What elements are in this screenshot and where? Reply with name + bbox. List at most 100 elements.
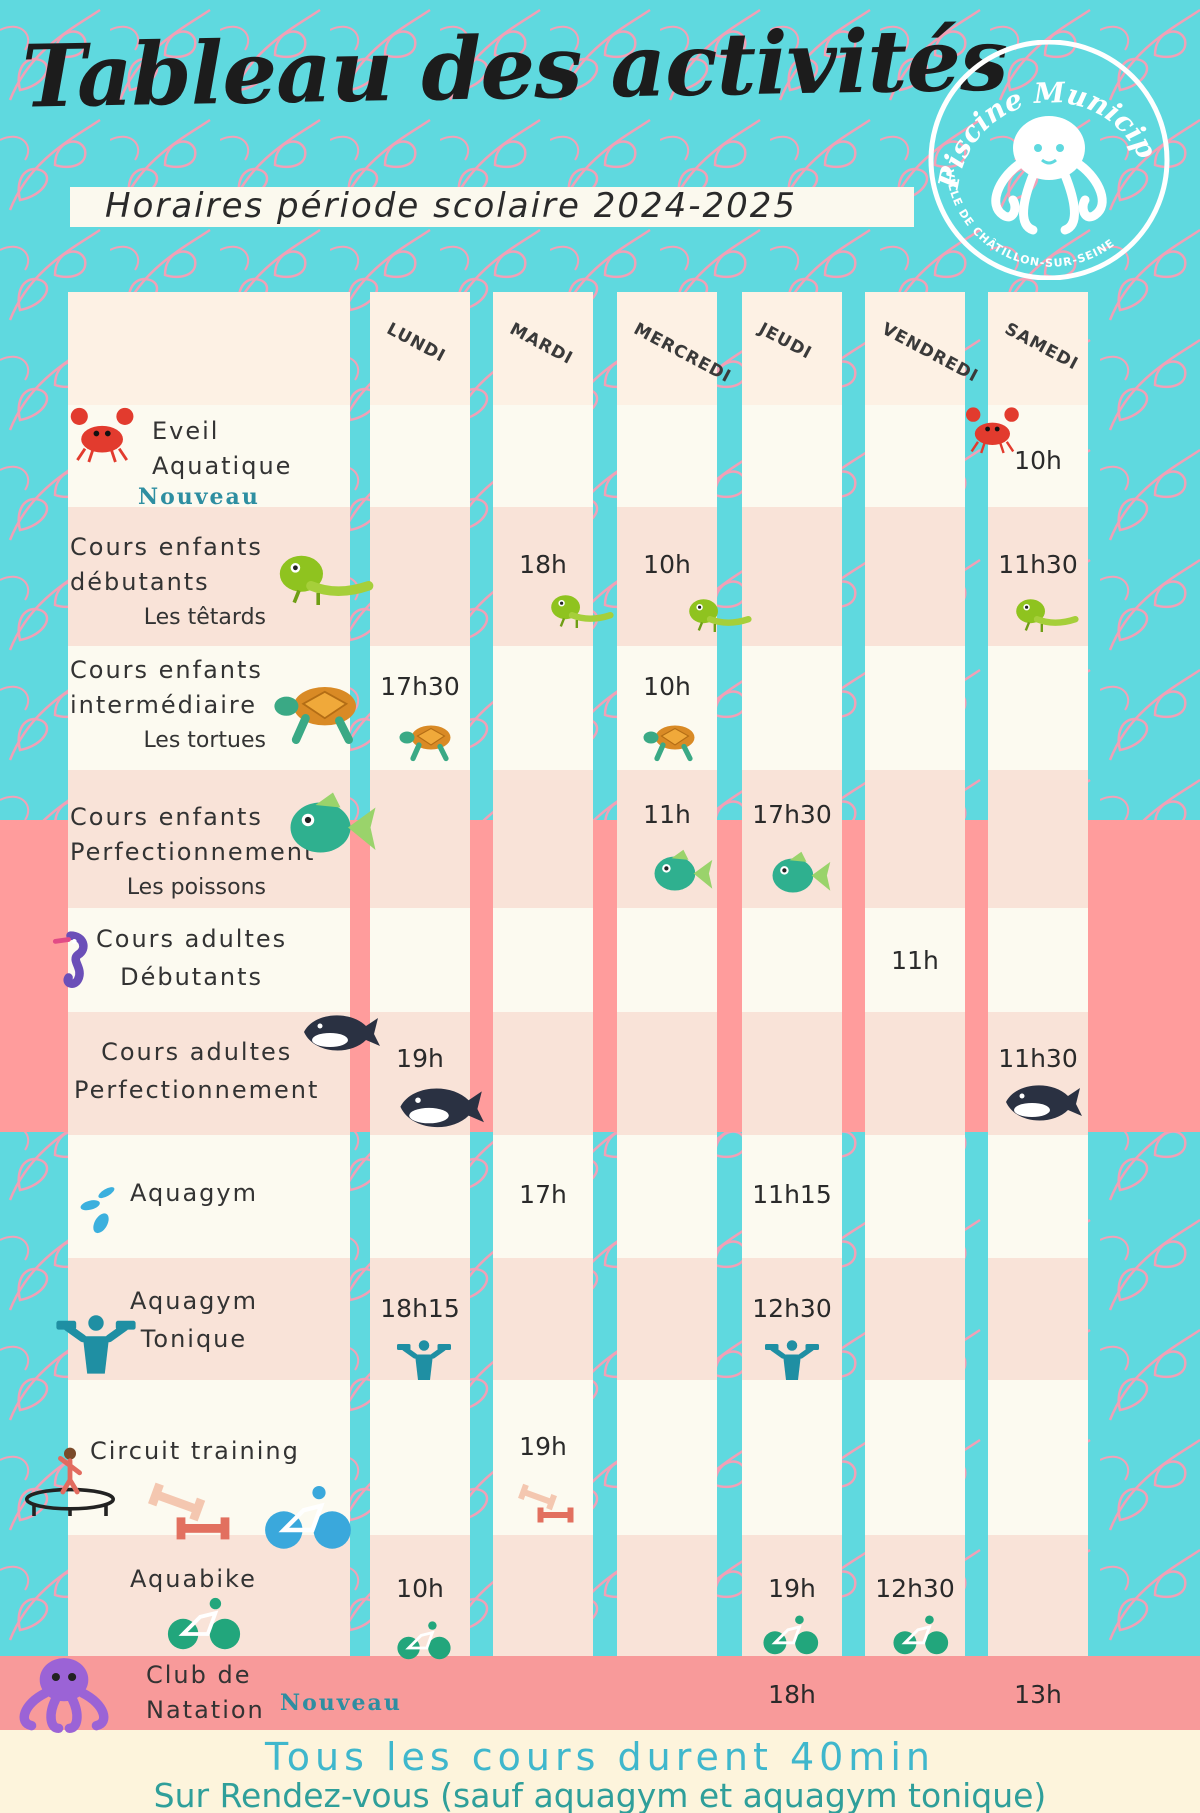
session-time: 11h (643, 800, 691, 829)
table-row-band (493, 770, 593, 908)
bike-icon (397, 1621, 451, 1660)
activity-label-line1: Cours enfants (70, 533, 263, 561)
day-column (988, 292, 1088, 1656)
table-row-band (988, 1135, 1088, 1258)
table-row-band (617, 1535, 717, 1656)
fish-icon (654, 849, 713, 891)
activity-label-line2: Débutants (120, 963, 264, 991)
label-column (68, 292, 350, 1656)
session-time: 18h (768, 1680, 816, 1709)
activity-label-line2: Natation (146, 1696, 265, 1724)
table-row-band (370, 908, 470, 1012)
activity-group-name: Les poissons (126, 875, 266, 900)
table-row-band (493, 908, 593, 1012)
club-row-band (0, 1656, 1200, 1730)
table-row-band (988, 1535, 1088, 1656)
table-row-band (988, 1258, 1088, 1380)
table-row-band (988, 770, 1088, 908)
table-row-band (617, 1380, 717, 1535)
table-row-band (617, 908, 717, 1012)
table-row-band (68, 1012, 350, 1135)
table-row-band (617, 1258, 717, 1380)
footer-background (0, 1730, 1200, 1813)
table-row-band (370, 507, 470, 646)
table-row-band (370, 770, 470, 908)
bike-icon (763, 1615, 819, 1655)
table-row-band (742, 1380, 842, 1535)
activity-label-line1: Cours adultes (101, 1038, 293, 1066)
table-row-band (493, 1012, 593, 1135)
table-row-band (617, 646, 717, 770)
dumbbell-person-icon (56, 1315, 136, 1374)
table-row-band (865, 1012, 965, 1135)
lizard-icon (551, 595, 614, 628)
activity-label: Cours adultes Débutants (96, 920, 287, 996)
activity-label: Cours enfants Perfectionnement Les poisson… (70, 800, 315, 905)
pool-logo: Piscine Municipale VILLE DE CHÂTILLON-SU… (918, 40, 1170, 280)
activity-label: Cours enfants débutants Les têtards (70, 530, 266, 635)
session-time: 10h (396, 1574, 444, 1603)
table-row-band (68, 1135, 350, 1258)
dumbbells-icon (518, 1483, 574, 1523)
fish-icon (290, 792, 376, 853)
day-column (742, 292, 842, 1656)
table-row-band (865, 1135, 965, 1258)
session-time: 11h30 (998, 550, 1078, 579)
table-row-band (865, 908, 965, 1012)
session-time: 12h30 (752, 1294, 832, 1323)
table-row-band (742, 1535, 842, 1656)
activity-label-line1: Eveil (152, 417, 220, 445)
table-row-band (742, 1012, 842, 1135)
footer-appointment-note: Sur Rendez-vous (sauf aquagym et aquagym… (153, 1776, 1047, 1813)
activity-label-line1: Aquagym (130, 1179, 258, 1207)
table-row-band (988, 405, 1088, 507)
orca-icon (1006, 1085, 1082, 1121)
activity-label: Aquabike (130, 1562, 257, 1597)
turtle-icon (399, 725, 451, 762)
session-time: 10h (643, 672, 691, 701)
table-row-band (988, 646, 1088, 770)
octopus-icon (19, 1658, 109, 1734)
page-subtitle: Horaires période scolaire 2024-2025 (105, 186, 798, 226)
lizard-icon (279, 555, 374, 605)
activity-label: Aquagym Tonique (130, 1282, 258, 1358)
table-row-band (865, 1258, 965, 1380)
table-row-band (493, 646, 593, 770)
session-time: 19h (519, 1432, 567, 1461)
crab-icon (966, 407, 1019, 454)
table-row-band (68, 908, 350, 1012)
orca-icon (400, 1088, 484, 1128)
subtitle-box (70, 187, 914, 227)
table-row-band (865, 507, 965, 646)
activity-label-line1: Circuit training (90, 1437, 300, 1465)
table-row-band (742, 646, 842, 770)
dumbbell-person-icon (397, 1340, 451, 1380)
activity-label-line1: Cours enfants (70, 656, 263, 684)
activity-label: Aquagym (130, 1176, 258, 1211)
session-time: 18h (519, 550, 567, 579)
table-row-band (742, 1135, 842, 1258)
table-row-band (865, 1380, 965, 1535)
table-row-band (865, 405, 965, 507)
lizard-icon (689, 599, 752, 632)
session-time: 19h (768, 1574, 816, 1603)
session-time: 10h (643, 550, 691, 579)
trampoline-icon (25, 1447, 115, 1516)
session-time: 17h30 (752, 800, 832, 829)
table-row-band (493, 1258, 593, 1380)
day-column (493, 292, 593, 1656)
activity-label: Cours adultes Perfectionnement (74, 1033, 319, 1109)
turtle-icon (274, 687, 356, 744)
fish-icon (772, 851, 831, 893)
session-time: 10h (1014, 446, 1062, 475)
table-row-band (742, 908, 842, 1012)
cyclist-blue-icon (265, 1486, 351, 1549)
activity-label-line1: Aquagym (130, 1287, 258, 1315)
session-time: 17h30 (380, 672, 460, 701)
activity-label: Club de Natation (146, 1658, 265, 1728)
activity-label-line2: Tonique (140, 1325, 248, 1353)
activity-label-line1: Cours adultes (96, 925, 288, 953)
activity-label-line2: Perfectionnement (74, 1076, 320, 1104)
octopus-icon (991, 116, 1107, 235)
table-row-band (370, 405, 470, 507)
